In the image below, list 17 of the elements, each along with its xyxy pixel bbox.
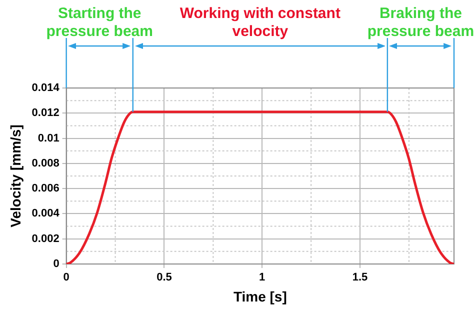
y-axis-title: Velocity [mm/s] — [7, 124, 24, 228]
y-tick-label: 0.01 — [38, 132, 60, 144]
x-axis-title: Time [s] — [233, 288, 287, 304]
y-tick-label: 0.012 — [32, 107, 60, 120]
text: Starting the pressure beam — [46, 5, 153, 40]
y-tick-label: 0.004 — [32, 208, 60, 220]
y-tick-label: 0.014 — [32, 82, 60, 94]
x-tick-label: 1 — [259, 272, 266, 284]
x-tick-label: 1.5 — [352, 272, 368, 284]
text: Working with constant velocity — [180, 5, 340, 40]
text: Braking the pressure beam — [367, 5, 474, 40]
y-tick-label: 0 — [53, 258, 60, 270]
y-tick-label: 0.008 — [32, 157, 60, 170]
y-tick-label: 0.002 — [32, 232, 60, 245]
y-tick-label: 0.006 — [32, 182, 60, 195]
x-tick-label: 0.5 — [156, 272, 172, 284]
x-tick-label: 0 — [63, 272, 70, 284]
